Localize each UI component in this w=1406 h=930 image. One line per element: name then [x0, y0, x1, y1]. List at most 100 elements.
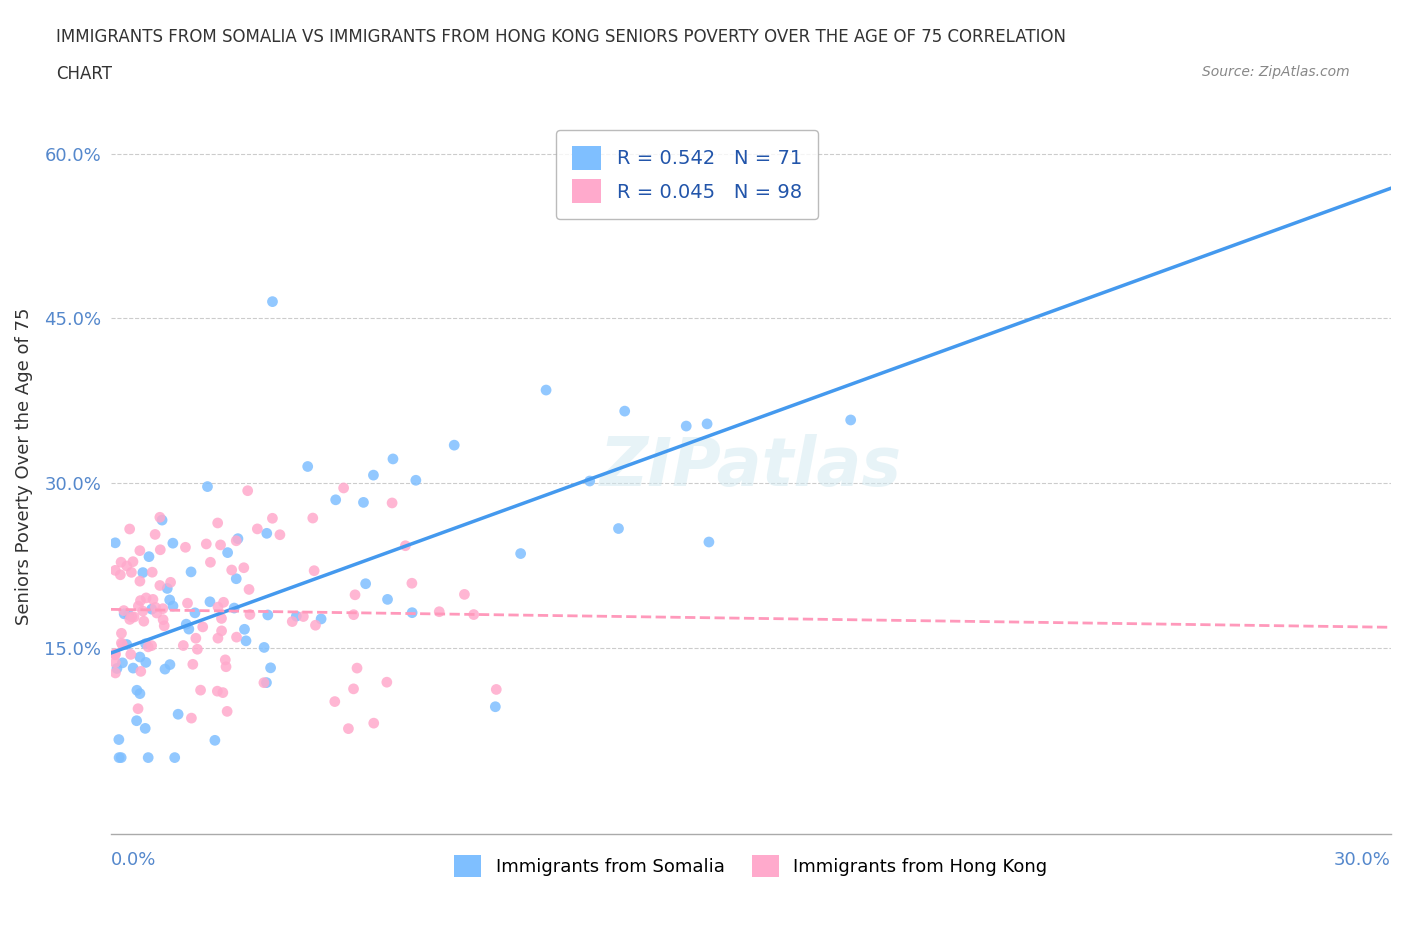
- Immigrants from Somalia: [405, 472, 427, 487]
- Immigrants from Hong Kong: [149, 578, 172, 593]
- Immigrants from Somalia: [129, 649, 152, 664]
- Immigrants from Hong Kong: [225, 533, 247, 548]
- Immigrants from Hong Kong: [292, 609, 315, 624]
- Immigrants from Hong Kong: [215, 659, 238, 674]
- Immigrants from Hong Kong: [200, 555, 222, 570]
- Immigrants from Hong Kong: [238, 582, 260, 597]
- Immigrants from Hong Kong: [143, 527, 166, 542]
- Immigrants from Hong Kong: [453, 587, 475, 602]
- Immigrants from Somalia: [363, 468, 385, 483]
- Immigrants from Hong Kong: [149, 542, 172, 557]
- Immigrants from Somalia: [153, 661, 176, 676]
- Immigrants from Hong Kong: [463, 607, 485, 622]
- Immigrants from Somalia: [180, 565, 202, 579]
- Immigrants from Somalia: [108, 751, 131, 765]
- Immigrants from Hong Kong: [239, 607, 262, 622]
- Immigrants from Hong Kong: [146, 605, 169, 620]
- Immigrants from Hong Kong: [195, 537, 218, 551]
- Immigrants from Hong Kong: [253, 675, 276, 690]
- Immigrants from Hong Kong: [211, 611, 233, 626]
- Immigrants from Hong Kong: [104, 646, 127, 661]
- Immigrants from Hong Kong: [110, 555, 132, 570]
- Immigrants from Somalia: [125, 713, 148, 728]
- Immigrants from Hong Kong: [152, 601, 174, 616]
- Immigrants from Hong Kong: [110, 626, 132, 641]
- Immigrants from Hong Kong: [191, 619, 214, 634]
- Immigrants from Hong Kong: [128, 543, 150, 558]
- Immigrants from Somalia: [256, 525, 278, 540]
- Immigrants from Somalia: [104, 536, 127, 551]
- Immigrants from Somalia: [235, 633, 257, 648]
- Immigrants from Somalia: [253, 640, 276, 655]
- Immigrants from Hong Kong: [207, 631, 229, 645]
- Immigrants from Hong Kong: [122, 609, 145, 624]
- Immigrants from Hong Kong: [207, 684, 229, 698]
- Immigrants from Somalia: [204, 733, 226, 748]
- Immigrants from Hong Kong: [363, 716, 385, 731]
- Immigrants from Somalia: [578, 473, 600, 488]
- Immigrants from Hong Kong: [214, 653, 236, 668]
- Immigrants from Somalia: [167, 707, 190, 722]
- Immigrants from Somalia: [381, 451, 404, 466]
- Immigrants from Somalia: [443, 438, 465, 453]
- Immigrants from Hong Kong: [174, 539, 197, 554]
- Immigrants from Hong Kong: [181, 657, 204, 671]
- Immigrants from Hong Kong: [302, 564, 325, 578]
- Immigrants from Somalia: [138, 550, 160, 565]
- Immigrants from Hong Kong: [209, 538, 232, 552]
- Text: Source: ZipAtlas.com: Source: ZipAtlas.com: [1202, 65, 1350, 79]
- Immigrants from Somalia: [125, 683, 148, 698]
- Immigrants from Hong Kong: [217, 704, 239, 719]
- Immigrants from Hong Kong: [145, 600, 167, 615]
- Immigrants from Hong Kong: [184, 631, 207, 645]
- Immigrants from Somalia: [141, 602, 163, 617]
- Y-axis label: Seniors Poverty Over the Age of 75: Seniors Poverty Over the Age of 75: [15, 308, 32, 625]
- Immigrants from Somalia: [285, 609, 308, 624]
- Immigrants from Somalia: [256, 607, 278, 622]
- Immigrants from Hong Kong: [221, 563, 243, 578]
- Immigrants from Hong Kong: [211, 623, 233, 638]
- Immigrants from Somalia: [607, 521, 630, 536]
- Immigrants from Hong Kong: [118, 612, 141, 627]
- Immigrants from Hong Kong: [122, 554, 145, 569]
- Immigrants from Somalia: [484, 699, 506, 714]
- Immigrants from Hong Kong: [120, 647, 142, 662]
- Immigrants from Somalia: [174, 617, 197, 631]
- Immigrants from Somalia: [696, 417, 718, 432]
- Immigrants from Hong Kong: [212, 595, 235, 610]
- Text: CHART: CHART: [56, 65, 112, 83]
- Immigrants from Somalia: [110, 751, 132, 765]
- Immigrants from Somalia: [184, 605, 207, 620]
- Immigrants from Somalia: [325, 492, 347, 507]
- Immigrants from Hong Kong: [375, 675, 398, 690]
- Immigrants from Hong Kong: [342, 682, 364, 697]
- Immigrants from Somalia: [115, 637, 138, 652]
- Immigrants from Hong Kong: [104, 646, 127, 661]
- Immigrants from Somalia: [135, 636, 157, 651]
- Immigrants from Hong Kong: [232, 560, 254, 575]
- Immigrants from Hong Kong: [110, 635, 132, 650]
- Immigrants from Hong Kong: [190, 683, 212, 698]
- Immigrants from Hong Kong: [127, 599, 149, 614]
- Immigrants from Hong Kong: [104, 656, 127, 671]
- Immigrants from Hong Kong: [159, 575, 181, 590]
- Text: ZIPatlas: ZIPatlas: [600, 433, 903, 499]
- Legend: R = 0.542   N = 71, R = 0.045   N = 98: R = 0.542 N = 71, R = 0.045 N = 98: [557, 130, 817, 219]
- Immigrants from Hong Kong: [176, 596, 198, 611]
- Immigrants from Somalia: [259, 660, 281, 675]
- Immigrants from Somalia: [262, 294, 284, 309]
- Immigrants from Hong Kong: [207, 600, 229, 615]
- Immigrants from Hong Kong: [337, 721, 360, 736]
- Immigrants from Somalia: [226, 531, 249, 546]
- Immigrants from Hong Kong: [246, 522, 269, 537]
- Immigrants from Somalia: [377, 592, 399, 607]
- Immigrants from Somalia: [401, 605, 423, 620]
- Immigrants from Hong Kong: [304, 618, 326, 632]
- Immigrants from Hong Kong: [172, 638, 194, 653]
- Immigrants from Somalia: [309, 612, 332, 627]
- Immigrants from Somalia: [135, 655, 157, 670]
- Immigrants from Somalia: [839, 413, 862, 428]
- Immigrants from Hong Kong: [343, 607, 366, 622]
- Immigrants from Hong Kong: [381, 496, 404, 511]
- Immigrants from Hong Kong: [344, 588, 367, 603]
